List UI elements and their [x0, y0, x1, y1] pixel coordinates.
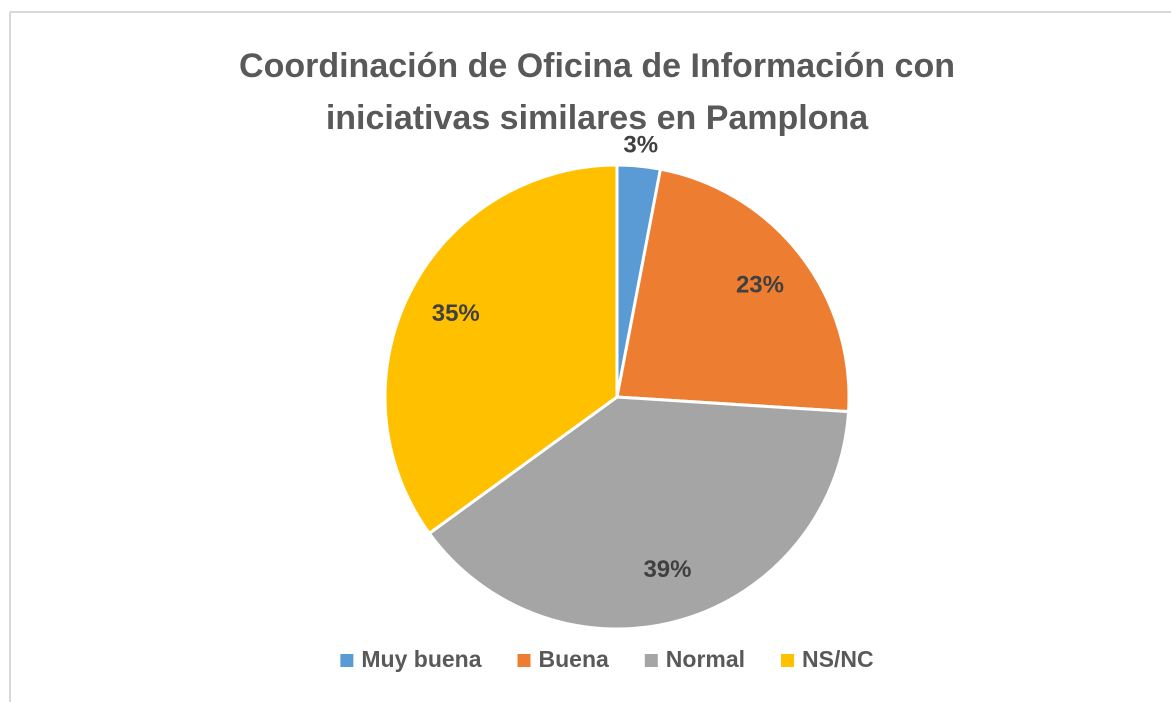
legend-swatch	[517, 654, 531, 667]
legend-swatch	[781, 654, 795, 667]
chart-title: Coordinación de Oficina de Información c…	[239, 47, 955, 137]
data-label: 23%	[736, 271, 784, 298]
legend-label: NS/NC	[802, 646, 874, 672]
pie-slice	[383, 163, 619, 536]
pie-slice	[427, 395, 851, 631]
legend-label: Buena	[539, 646, 610, 672]
data-label: 35%	[432, 300, 480, 327]
data-label: 3%	[623, 131, 658, 158]
legend-label: Muy buena	[361, 646, 481, 672]
legend-label: Normal	[666, 646, 745, 672]
pie-slice	[615, 167, 851, 414]
legend-swatch	[340, 654, 354, 667]
data-label: 39%	[643, 556, 691, 583]
legend-swatch	[644, 654, 658, 667]
